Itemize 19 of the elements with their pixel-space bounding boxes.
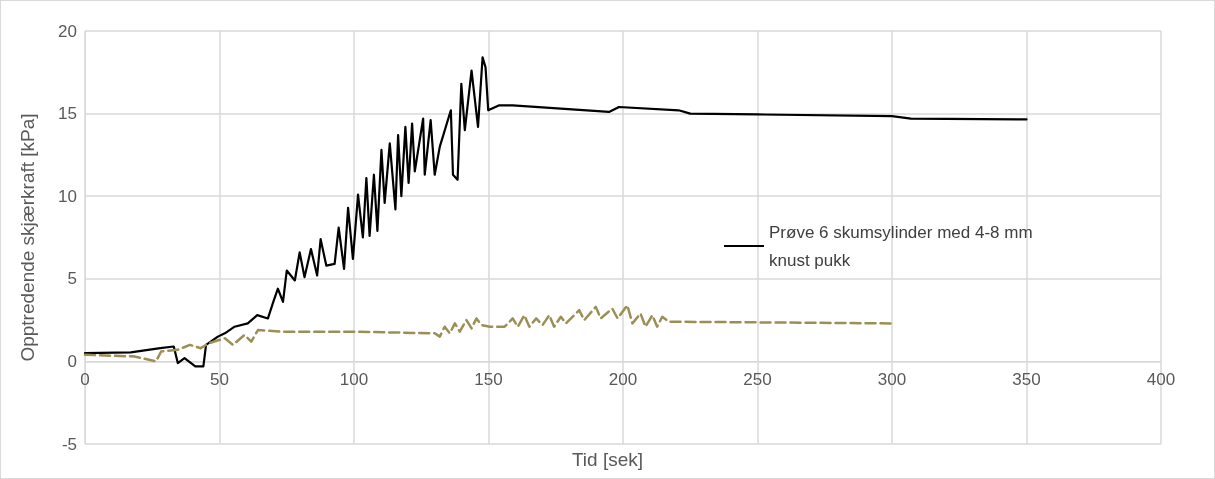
x-tick-label: 0 [80, 370, 90, 389]
x-tick-label: 400 [1146, 370, 1176, 389]
x-tick-label: 200 [608, 370, 638, 389]
x-tick-label: 150 [474, 370, 503, 389]
x-tick-label: 300 [877, 370, 907, 389]
y-tick-label: 0 [67, 351, 77, 371]
y-axis-title: Opptredende skjærkraft [kPa] [17, 113, 38, 362]
y-tick-label: 10 [58, 186, 77, 206]
x-axis-title: Tid [sek] [571, 449, 644, 470]
y-tick-label: 20 [58, 21, 77, 41]
legend-label: Prøve 6 skumsylinder med 4-8 mm knust pukk [769, 222, 1043, 270]
x-tick-label: 100 [339, 370, 369, 389]
x-tick-label: 350 [1012, 370, 1041, 389]
y-tick-label: 5 [67, 269, 77, 289]
x-tick-label: 50 [210, 370, 229, 389]
line-series [83, 303, 894, 363]
x-tick-label: 250 [743, 370, 772, 389]
y-tick-label: -5 [61, 434, 77, 454]
y-tick-label: 15 [58, 104, 77, 124]
